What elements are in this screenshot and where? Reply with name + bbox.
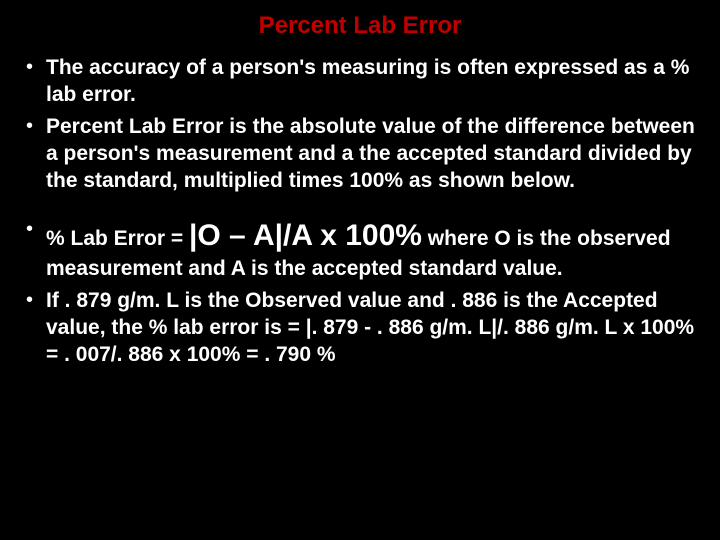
bullet-list: The accuracy of a person's measuring is … [18, 54, 702, 194]
bullet-4-text: If . 879 g/m. L is the Observed value an… [46, 289, 694, 367]
slide-title: Percent Lab Error [18, 12, 702, 40]
bullet-1-text: The accuracy of a person's measuring is … [46, 56, 689, 106]
bullet-3: % Lab Error = |O – A|/A x 100% where O i… [18, 216, 702, 282]
bullet-2-text: Percent Lab Error is the absolute value … [46, 115, 695, 193]
spacer [18, 198, 702, 216]
formula: |O – A|/A x 100% [189, 219, 422, 252]
bullet-3-prefix: % Lab Error = [46, 227, 189, 250]
bullet-list-2: % Lab Error = |O – A|/A x 100% where O i… [18, 216, 702, 368]
bullet-4: If . 879 g/m. L is the Observed value an… [18, 287, 702, 369]
bullet-2: Percent Lab Error is the absolute value … [18, 113, 702, 195]
bullet-1: The accuracy of a person's measuring is … [18, 54, 702, 109]
